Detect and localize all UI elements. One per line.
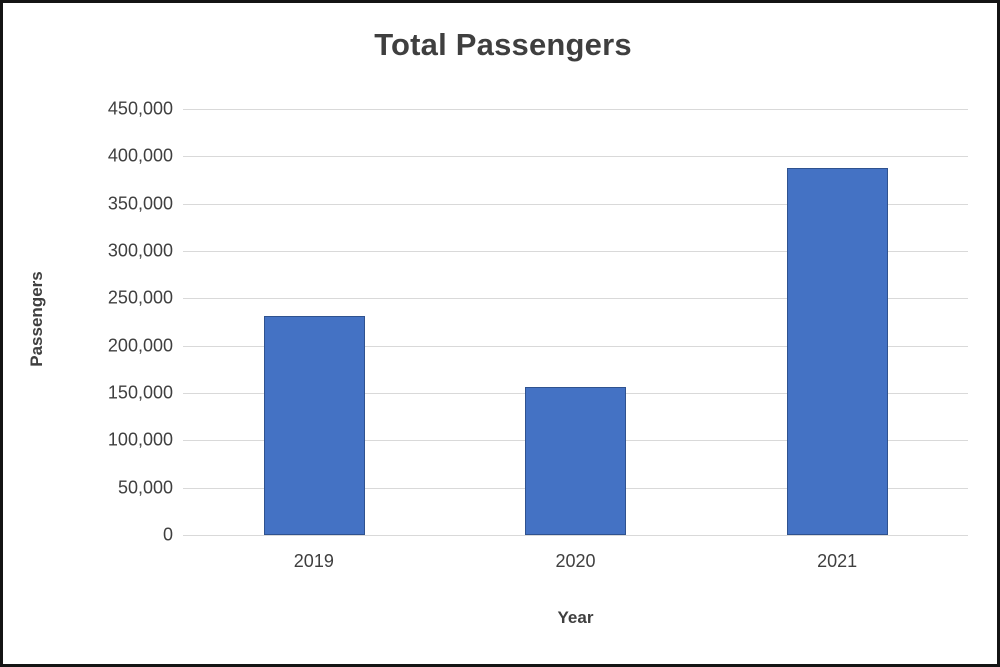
bar-series	[183, 109, 968, 535]
gridline	[183, 109, 968, 110]
y-axis-tick-label: 50,000	[117, 477, 173, 498]
y-axis-tick-label: 350,000	[107, 193, 173, 214]
y-axis-tick-label: 450,000	[107, 98, 173, 119]
y-axis-tick-label: 0	[162, 524, 173, 545]
gridline	[183, 345, 968, 347]
x-axis-tick-labels: 2019 2020 2021	[183, 551, 968, 581]
gridline	[183, 535, 968, 536]
y-axis-tick-label: 200,000	[107, 335, 173, 356]
y-axis-tick-label: 100,000	[107, 429, 173, 450]
chart-title: Total Passengers	[374, 27, 632, 62]
x-axis-tick-label: 2020	[555, 551, 596, 571]
x-axis-tick-label: 2019	[293, 551, 334, 571]
gridline	[183, 156, 968, 158]
y-axis-title: Passengers	[27, 271, 46, 367]
gridline	[183, 203, 968, 205]
gridline	[183, 298, 968, 300]
y-axis-tick-label: 300,000	[107, 240, 173, 261]
y-axis-tick-label: 150,000	[107, 382, 173, 403]
x-axis-tick-label: 2021	[817, 551, 858, 571]
gridline	[183, 251, 968, 252]
bar[interactable]	[525, 387, 627, 535]
y-axis-tick-labels: 0 50,000 100,000 150,000 200,000 250,000 300,0…	[63, 99, 173, 545]
bar[interactable]	[263, 316, 365, 535]
y-axis-tick-label: 250,000	[107, 287, 173, 308]
y-axis-tick-label: 400,000	[107, 145, 173, 166]
bar-slot	[183, 109, 445, 535]
bar-slot	[706, 109, 968, 535]
x-axis-title: Year	[557, 608, 594, 627]
bar[interactable]	[787, 167, 889, 535]
bar-slot	[445, 109, 707, 535]
